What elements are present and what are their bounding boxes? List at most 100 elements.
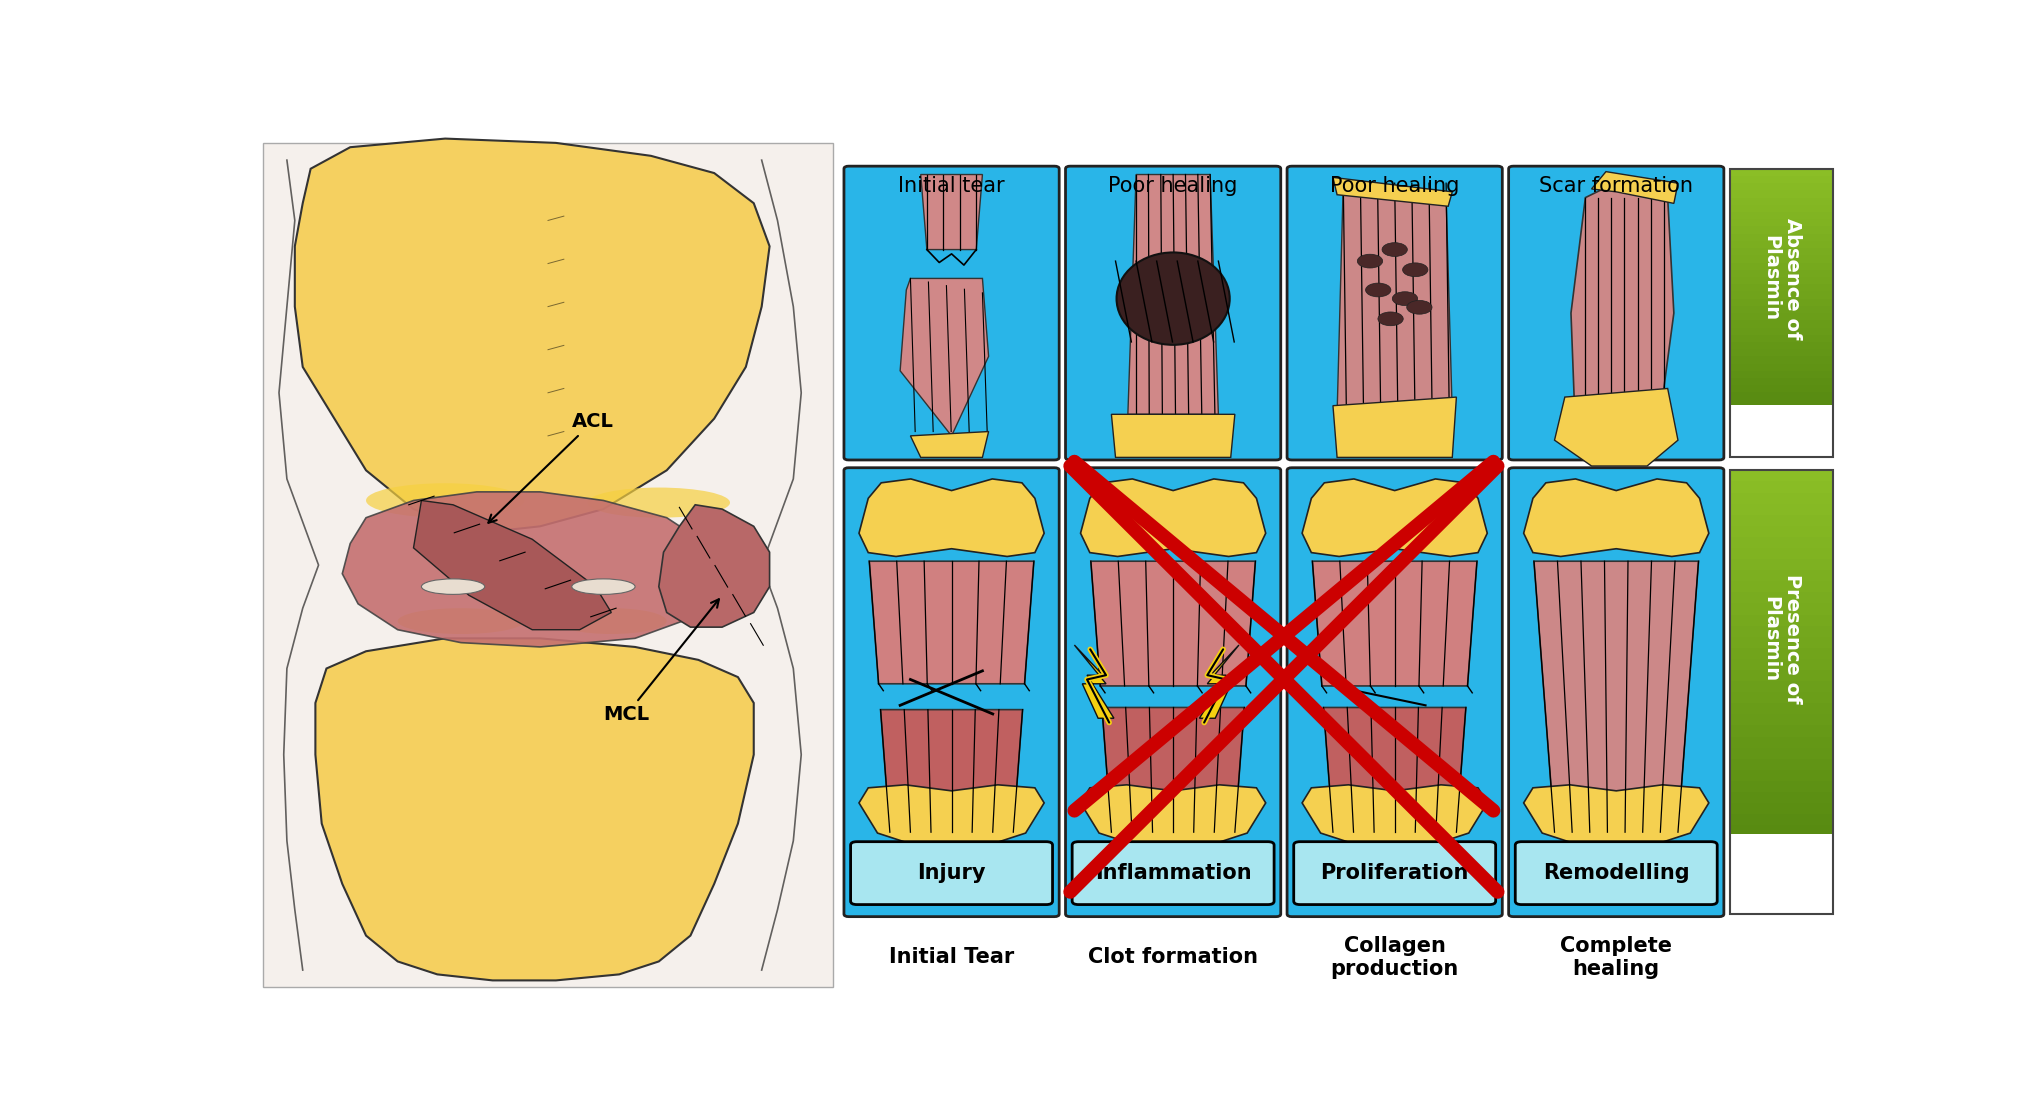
Text: Remodelling: Remodelling: [1544, 863, 1689, 883]
Bar: [1730, 880, 1834, 892]
Polygon shape: [901, 279, 988, 435]
Text: Poor healing: Poor healing: [1329, 176, 1460, 196]
Polygon shape: [1080, 479, 1266, 556]
Polygon shape: [860, 479, 1043, 556]
Bar: [1730, 769, 1834, 781]
FancyBboxPatch shape: [1295, 841, 1495, 904]
Bar: [1730, 858, 1834, 869]
Text: Initial Tear: Initial Tear: [888, 947, 1015, 967]
FancyBboxPatch shape: [1515, 841, 1717, 904]
Bar: [1730, 241, 1834, 248]
Bar: [1730, 868, 1834, 881]
Polygon shape: [1338, 184, 1452, 414]
Text: Presence of
Plasmin: Presence of Plasmin: [1760, 574, 1803, 704]
Circle shape: [1366, 283, 1391, 297]
Polygon shape: [1523, 784, 1709, 845]
Bar: [1730, 825, 1834, 836]
Bar: [1730, 168, 1834, 176]
Bar: [1730, 746, 1834, 759]
Bar: [1730, 356, 1834, 364]
Bar: [1730, 581, 1834, 592]
Text: Absence of
Plasmin: Absence of Plasmin: [1760, 218, 1803, 339]
FancyBboxPatch shape: [1066, 468, 1280, 916]
Bar: [1730, 592, 1834, 603]
Circle shape: [1358, 254, 1382, 269]
Bar: [1730, 341, 1834, 349]
Polygon shape: [1554, 388, 1679, 466]
Ellipse shape: [555, 609, 666, 634]
FancyBboxPatch shape: [1509, 468, 1723, 916]
Polygon shape: [1591, 171, 1679, 204]
Bar: [1730, 480, 1834, 492]
Bar: [1730, 470, 1834, 481]
FancyBboxPatch shape: [1072, 841, 1274, 904]
Circle shape: [1378, 312, 1403, 326]
Bar: [1730, 312, 1834, 320]
Bar: [1730, 758, 1834, 770]
Bar: [1730, 692, 1834, 703]
Ellipse shape: [366, 483, 525, 518]
Bar: [1730, 570, 1834, 581]
FancyBboxPatch shape: [1286, 468, 1503, 916]
Text: Injury: Injury: [917, 863, 986, 883]
Polygon shape: [1534, 562, 1699, 833]
Polygon shape: [880, 709, 1023, 833]
Bar: [1730, 405, 1834, 458]
Bar: [1730, 669, 1834, 681]
FancyBboxPatch shape: [852, 841, 1052, 904]
Polygon shape: [921, 175, 982, 250]
Bar: [1730, 703, 1834, 714]
Ellipse shape: [588, 488, 731, 518]
FancyBboxPatch shape: [1509, 166, 1723, 460]
Polygon shape: [870, 562, 1033, 684]
Bar: [1730, 189, 1834, 198]
Polygon shape: [1111, 414, 1235, 458]
Bar: [1730, 298, 1834, 305]
Bar: [1730, 802, 1834, 815]
Bar: [1730, 836, 1834, 847]
Text: Complete
healing: Complete healing: [1560, 935, 1672, 979]
Bar: [1730, 442, 1834, 450]
FancyBboxPatch shape: [843, 468, 1060, 916]
FancyBboxPatch shape: [1286, 166, 1503, 460]
Ellipse shape: [421, 579, 484, 594]
Text: Clot formation: Clot formation: [1088, 947, 1258, 967]
Bar: [1730, 735, 1834, 747]
Bar: [1730, 558, 1834, 571]
Circle shape: [1403, 263, 1427, 276]
Bar: [1730, 647, 1834, 659]
Polygon shape: [1303, 784, 1487, 845]
Bar: [1730, 406, 1834, 414]
Bar: [1730, 847, 1834, 858]
Ellipse shape: [572, 579, 635, 594]
Bar: [1730, 283, 1834, 291]
Bar: [1730, 254, 1834, 263]
Bar: [1730, 514, 1834, 526]
Bar: [1730, 262, 1834, 270]
Bar: [1730, 714, 1834, 725]
Bar: [1730, 377, 1834, 385]
Polygon shape: [1333, 178, 1452, 206]
Bar: [1730, 725, 1834, 736]
Bar: [1730, 218, 1834, 226]
Text: Inflammation: Inflammation: [1095, 863, 1252, 883]
Bar: [1730, 305, 1834, 313]
Polygon shape: [1103, 707, 1244, 833]
Polygon shape: [343, 492, 715, 647]
Polygon shape: [1323, 707, 1466, 833]
Bar: [1730, 233, 1834, 241]
Polygon shape: [1523, 479, 1709, 556]
Polygon shape: [1127, 175, 1219, 414]
Polygon shape: [1303, 479, 1487, 556]
Bar: [1730, 834, 1834, 914]
Polygon shape: [1074, 645, 1115, 718]
Bar: [1730, 327, 1834, 335]
Bar: [1730, 182, 1834, 190]
Bar: [1730, 333, 1834, 342]
Bar: [1730, 602, 1834, 614]
Ellipse shape: [1117, 253, 1229, 345]
Bar: [1730, 536, 1834, 548]
Bar: [1730, 902, 1834, 914]
Bar: [1730, 175, 1834, 184]
Bar: [1730, 291, 1834, 299]
